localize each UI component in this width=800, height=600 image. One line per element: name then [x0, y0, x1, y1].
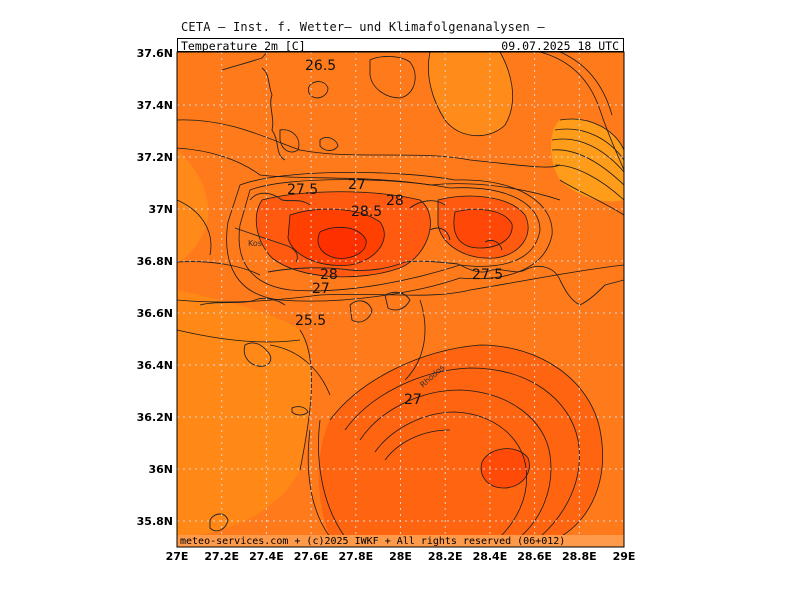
- map-title-box: Temperature 2m [C] 09.07.2025 18 UTC: [177, 38, 624, 53]
- lat-tick-label: 35.8N: [137, 515, 173, 528]
- map-frame: [176, 51, 625, 548]
- lon-tick-label: 27E: [166, 550, 189, 563]
- hot-spot-south: [481, 448, 530, 488]
- contour-labels: 26.5 27.5 27 28 28.5 28 27 25.5 27.5 27: [287, 58, 503, 408]
- lon-tick-label: 28.2E: [428, 550, 463, 563]
- contour-label: 27: [348, 177, 366, 193]
- footer-band: [177, 535, 624, 547]
- lon-tick-label: 27.2E: [204, 550, 239, 563]
- contour-lines: [176, 51, 625, 538]
- coastlines: [199, 51, 625, 532]
- cool-zone-west: [177, 150, 209, 262]
- contour-label: 27: [312, 281, 330, 297]
- cool-zone-southwest: [177, 290, 312, 537]
- contour-label: 27.5: [472, 267, 503, 283]
- lat-tick-label: 36.6N: [137, 307, 173, 320]
- footer-credit: meteo-services.com + (c)2025 IWKF + All …: [180, 536, 565, 547]
- hot-core-kos: [317, 227, 367, 259]
- contour-label: 28.5: [351, 204, 382, 220]
- contour-label: 28: [320, 267, 338, 283]
- lat-tick-label: 36.8N: [137, 255, 173, 268]
- grid-lines: [177, 52, 624, 547]
- lon-tick-label: 27.4E: [249, 550, 284, 563]
- cool-zone-north: [428, 52, 513, 136]
- lat-tick-label: 37N: [148, 203, 173, 216]
- lat-tick-label: 36.2N: [137, 411, 173, 424]
- lat-tick-label: 37.2N: [137, 151, 173, 164]
- contour-label: 27.5: [287, 182, 318, 198]
- lon-tick-label: 28.4E: [473, 550, 508, 563]
- lat-tick-label: 37.6N: [137, 47, 173, 60]
- contour-label: 28: [386, 193, 404, 209]
- contour-label: 27: [404, 392, 422, 408]
- lon-tick-label: 27.6E: [294, 550, 329, 563]
- variable-label: Temperature 2m [C]: [181, 39, 306, 53]
- lon-tick-label: 28.8E: [562, 550, 597, 563]
- warm-zone-south: [318, 345, 603, 537]
- hot-zone-east: [453, 209, 513, 248]
- source-header: CETA – Inst. f. Wetter– und Klimafolgena…: [181, 20, 545, 34]
- contour-label: 26.5: [305, 58, 336, 74]
- lon-tick-label: 28.6E: [517, 550, 552, 563]
- lon-tick-label: 27.8E: [338, 550, 373, 563]
- contour-label: 25.5: [295, 313, 326, 329]
- lon-axis-labels: 27E 27.2E 27.4E 27.6E 27.8E 28E 28.2E 28…: [166, 550, 636, 563]
- lat-tick-label: 36.4N: [137, 359, 173, 372]
- lat-tick-label: 37.4N: [137, 99, 173, 112]
- valid-time-label: 09.07.2025 18 UTC: [501, 39, 619, 53]
- lat-tick-label: 36N: [148, 463, 173, 476]
- lat-axis-labels: 37.6N 37.4N 37.2N 37N 36.8N 36.6N 36.4N …: [137, 47, 173, 528]
- lon-tick-label: 28E: [389, 550, 412, 563]
- lon-tick-label: 29E: [613, 550, 636, 563]
- place-label-kos: Kos: [248, 239, 262, 248]
